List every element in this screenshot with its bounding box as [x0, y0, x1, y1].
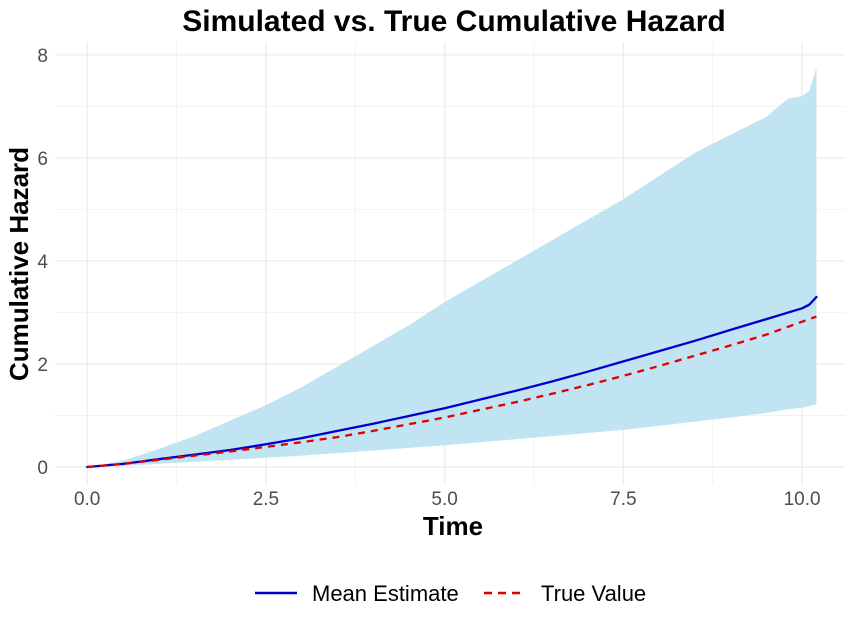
y-tick-label: 8	[37, 46, 48, 67]
series-line-true-value	[87, 315, 817, 469]
x-tick-label: 2.5	[253, 489, 279, 510]
y-tick-label: 0	[37, 458, 48, 479]
confidence-band-layer	[87, 67, 817, 468]
series-line-mean-estimate	[86, 295, 818, 469]
x-tick-label: 0.0	[74, 489, 100, 510]
x-tick-label: 10.0	[784, 489, 821, 510]
y-axis-title: Cumulative Hazard	[4, 147, 34, 381]
legend-label-true-value: True Value	[541, 581, 646, 606]
legend: Mean Estimate True Value	[255, 581, 646, 606]
axis-ticks: 0.0 2.5 5.0 7.5 10.0 0 2 4 6 8	[37, 46, 820, 510]
x-tick-label: 7.5	[610, 489, 636, 510]
y-tick-label: 6	[37, 149, 48, 170]
x-tick-label: 5.0	[431, 489, 457, 510]
x-axis-title: Time	[423, 511, 483, 541]
chart-title: Simulated vs. True Cumulative Hazard	[182, 5, 726, 38]
y-tick-label: 2	[37, 355, 48, 376]
y-tick-label: 4	[37, 252, 48, 273]
series-layer	[86, 295, 818, 469]
confidence-band	[87, 67, 817, 468]
legend-label-mean-estimate: Mean Estimate	[312, 581, 459, 606]
